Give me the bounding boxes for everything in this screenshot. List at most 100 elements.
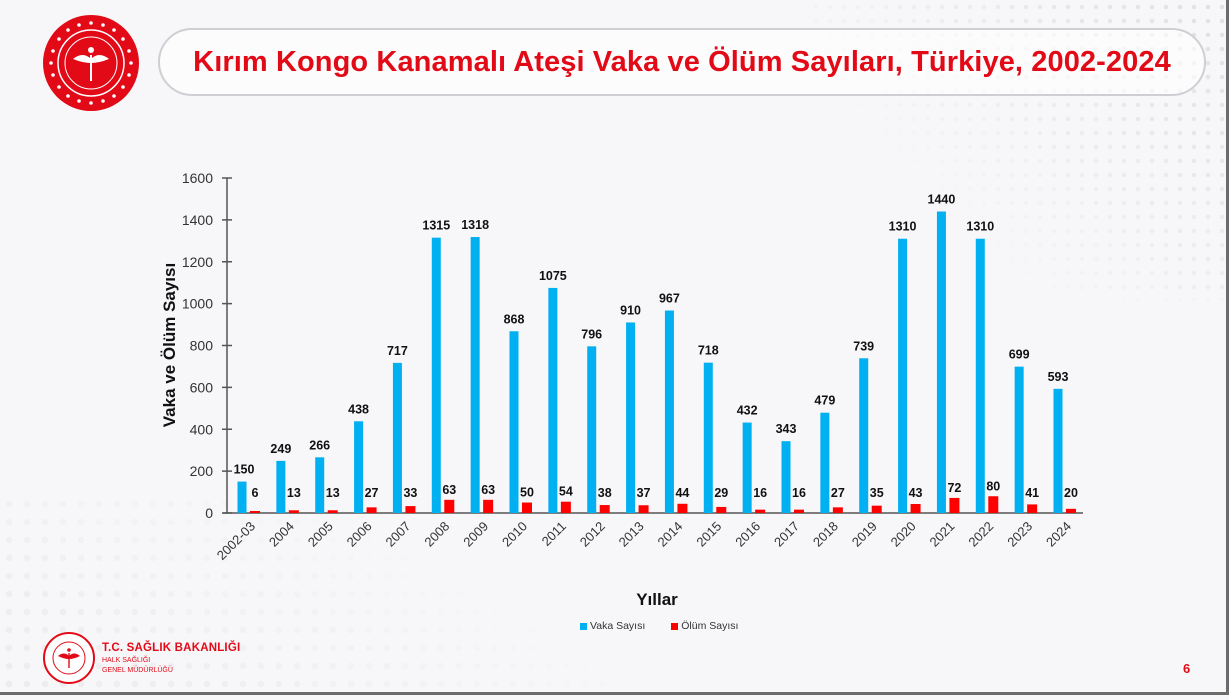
legend-label-olum: Ölüm Sayısı xyxy=(681,620,739,632)
bar-label-olum: 41 xyxy=(1025,486,1039,500)
bar-label-vaka: 249 xyxy=(270,442,291,456)
legend-swatch-olum xyxy=(671,622,679,630)
x-tick-label: 2015 xyxy=(693,519,724,550)
decorative-dot-pattern-bottom xyxy=(0,495,620,695)
y-axis-label: Vaka ve Ölüm Sayısı xyxy=(160,262,179,428)
bar-label-olum: 72 xyxy=(947,481,961,495)
x-tick-label: 2018 xyxy=(810,519,841,550)
x-tick-label: 2009 xyxy=(460,519,491,550)
bar-vaka xyxy=(1014,366,1024,513)
bar-label-vaka: 717 xyxy=(387,344,408,358)
page-number: 6 xyxy=(1183,661,1191,676)
x-tick-label: 2013 xyxy=(616,519,647,550)
x-tick-label: 2012 xyxy=(577,519,608,550)
bar-vaka xyxy=(392,362,402,513)
bar-vaka xyxy=(703,362,713,513)
bar-label-vaka: 593 xyxy=(1048,370,1069,384)
bar-vaka xyxy=(626,322,636,513)
x-tick-label: 2005 xyxy=(305,519,336,550)
x-tick-label: 2002-03 xyxy=(214,519,258,563)
bar-label-olum: 44 xyxy=(675,486,689,500)
chart-legend: Vaka Sayısı Ölüm Sayısı xyxy=(580,620,738,632)
bar-label-olum: 80 xyxy=(986,479,1000,493)
bar-label-vaka: 150 xyxy=(234,463,255,477)
bar-olum xyxy=(832,507,843,513)
bar-label-vaka: 432 xyxy=(737,404,758,418)
bar-label-olum: 29 xyxy=(714,486,728,500)
bar-vaka xyxy=(975,238,985,513)
bar-label-olum: 43 xyxy=(909,486,923,500)
bar-label-olum: 13 xyxy=(326,486,340,500)
bar-olum xyxy=(366,507,377,513)
bar-label-vaka: 343 xyxy=(776,422,797,436)
bar-vaka xyxy=(276,460,286,513)
page-title: Kırım Kongo Kanamalı Ateşi Vaka ve Ölüm … xyxy=(193,45,1171,78)
bar-label-vaka: 868 xyxy=(504,312,525,326)
bar-olum xyxy=(755,509,766,513)
legend-label-vaka: Vaka Sayısı xyxy=(590,620,646,632)
footer-org-sub2: GENEL MÜDÜRLÜĞÜ xyxy=(102,667,173,674)
bar-label-olum: 27 xyxy=(365,486,379,500)
x-tick-label: 2019 xyxy=(849,519,880,550)
bar-label-vaka: 718 xyxy=(698,344,719,358)
bar-label-vaka: 1310 xyxy=(889,220,917,234)
bar-olum xyxy=(1027,504,1038,513)
bar-olum xyxy=(522,502,532,513)
footer-ministry-seal-icon xyxy=(43,632,95,684)
bar-label-olum: 50 xyxy=(520,486,534,500)
bar-label-vaka: 1318 xyxy=(461,218,489,232)
bar-label-vaka: 1440 xyxy=(928,193,956,207)
bar-vaka xyxy=(664,310,674,513)
bar-vaka xyxy=(237,481,247,513)
bar-label-olum: 27 xyxy=(831,486,845,500)
bar-olum xyxy=(560,501,571,513)
bar-olum xyxy=(327,510,338,513)
bar-label-vaka: 739 xyxy=(853,339,874,353)
x-tick-label: 2021 xyxy=(926,519,957,550)
y-tick-label: 1400 xyxy=(182,212,213,228)
bar-label-vaka: 967 xyxy=(659,292,680,306)
bar-label-olum: 13 xyxy=(287,486,301,500)
bar-olum xyxy=(638,505,649,513)
bar-olum xyxy=(599,505,610,513)
footer-org-sub1: HALK SAĞLIĞI xyxy=(102,657,151,664)
bar-vaka xyxy=(1053,388,1063,513)
bar-label-vaka: 796 xyxy=(581,327,602,341)
bar-label-olum: 35 xyxy=(870,486,884,500)
frame-border-bottom xyxy=(0,692,1229,695)
bar-vaka xyxy=(315,457,325,513)
bar-vaka xyxy=(936,211,946,513)
bar-olum xyxy=(677,503,688,513)
title-banner: Kırım Kongo Kanamalı Ateşi Vaka ve Ölüm … xyxy=(158,28,1206,96)
y-tick-label: 600 xyxy=(190,379,214,395)
bar-label-vaka: 699 xyxy=(1009,348,1030,362)
bar-olum xyxy=(871,505,882,513)
x-axis-label: Yıllar xyxy=(636,590,678,609)
y-tick-label: 400 xyxy=(190,421,214,437)
x-tick-label: 2004 xyxy=(266,519,297,550)
frame-border-right xyxy=(1226,0,1229,695)
bar-olum xyxy=(1066,508,1076,513)
x-tick-label: 2011 xyxy=(539,519,569,549)
bar-olum xyxy=(250,511,260,513)
bar-label-vaka: 1315 xyxy=(422,219,450,233)
bar-olum xyxy=(794,509,804,513)
bar-olum xyxy=(288,510,299,513)
x-tick-label: 2023 xyxy=(1004,519,1035,550)
legend-item-vaka: Vaka Sayısı xyxy=(580,620,645,632)
bar-olum xyxy=(949,497,960,513)
x-tick-label: 2024 xyxy=(1043,519,1074,550)
bar-label-vaka: 910 xyxy=(620,303,641,317)
y-tick-label: 1200 xyxy=(182,254,213,270)
bar-label-olum: 20 xyxy=(1064,486,1078,500)
ministry-seal-icon xyxy=(43,15,139,111)
bar-olum xyxy=(483,499,494,513)
bar-label-olum: 37 xyxy=(637,486,651,500)
bar-vaka xyxy=(781,441,791,513)
bar-label-vaka: 479 xyxy=(814,394,835,408)
x-tick-label: 2022 xyxy=(965,519,996,550)
bar-olum xyxy=(444,499,455,513)
bar-label-vaka: 1310 xyxy=(966,220,994,234)
